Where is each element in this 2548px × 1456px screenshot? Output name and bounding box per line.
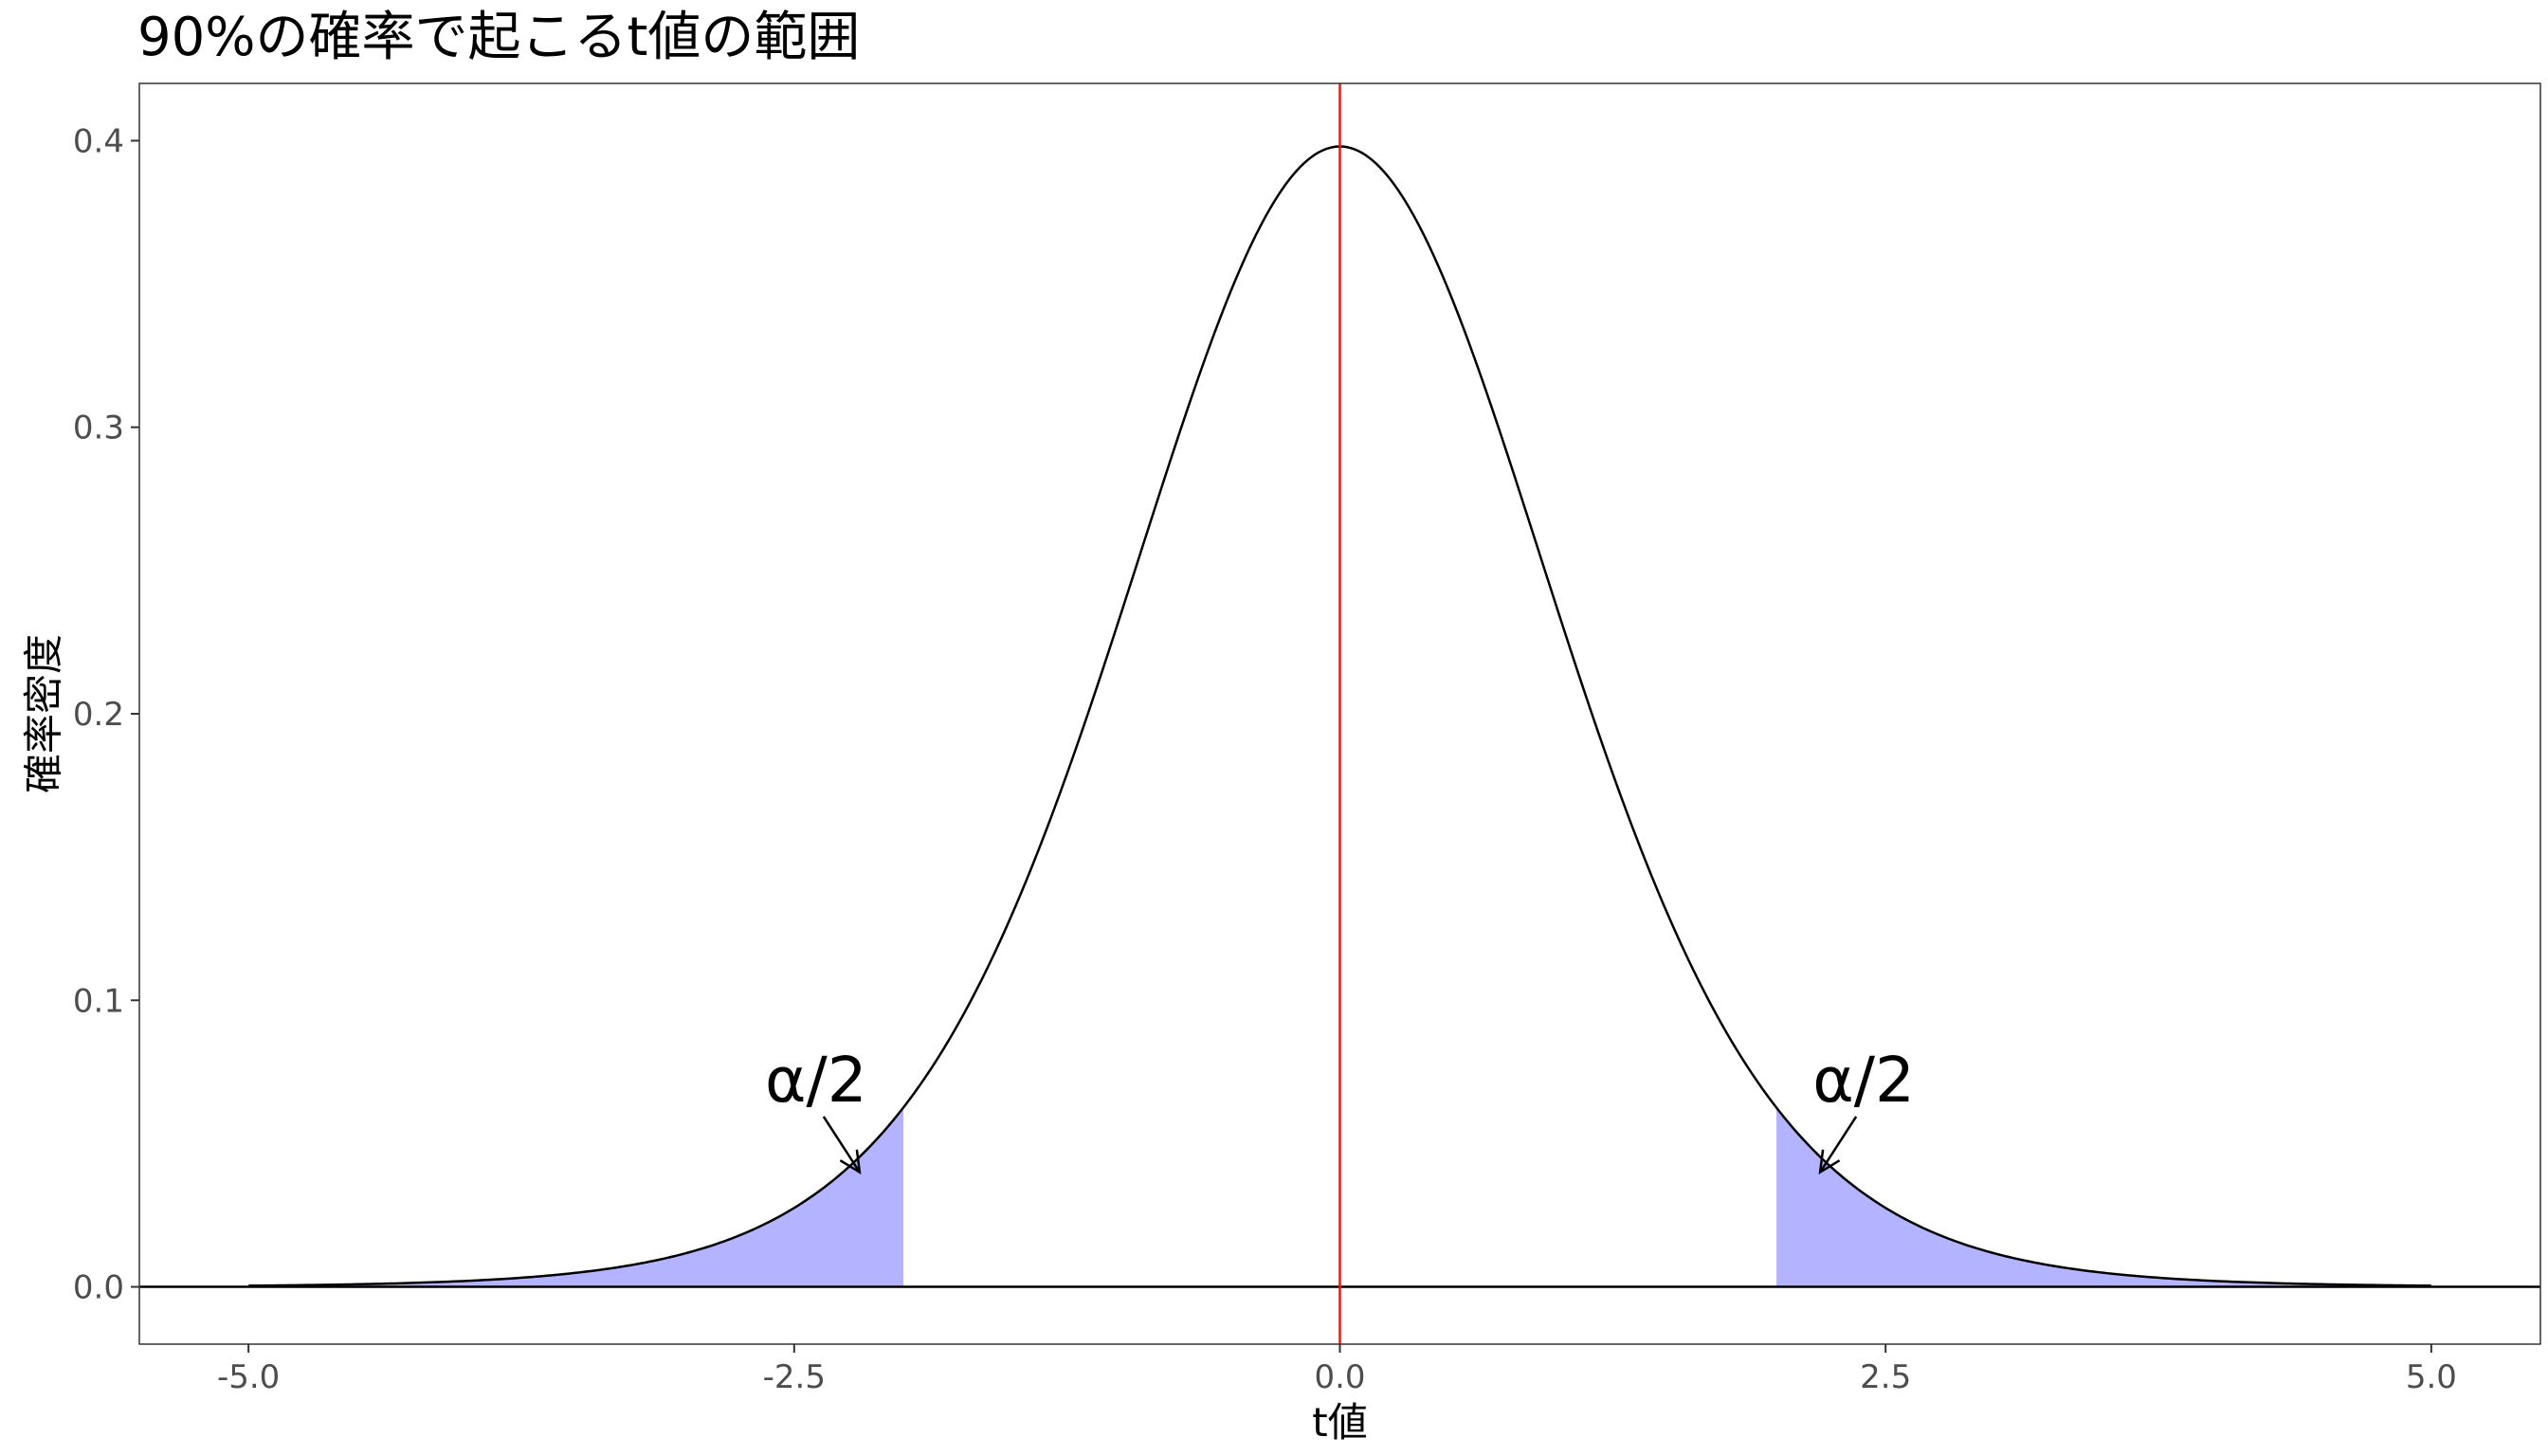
y-tick-label: 0.1 bbox=[73, 982, 124, 1020]
x-tick-label: 5.0 bbox=[2406, 1358, 2457, 1396]
annotation-arrow bbox=[1819, 1116, 1858, 1174]
y-tick-label: 0.3 bbox=[73, 410, 124, 447]
x-axis-label: t値 bbox=[1312, 1399, 1367, 1446]
y-tick-label: 0.4 bbox=[73, 122, 124, 160]
arrow-icon bbox=[1818, 1149, 1841, 1175]
x-tick-label: 0.0 bbox=[1314, 1358, 1365, 1396]
shaded-region-1 bbox=[248, 1107, 903, 1287]
y-tick-label: 0.0 bbox=[73, 1269, 124, 1307]
annotation-arrow bbox=[822, 1116, 861, 1174]
y-axis-label: 確率密度 bbox=[21, 634, 67, 793]
x-tick-label: -5.0 bbox=[217, 1358, 280, 1396]
y-tick-label: 0.2 bbox=[73, 696, 124, 734]
annotation-label: α/2 bbox=[765, 1044, 867, 1117]
chart-title: 90%の確率で起こるt値の範囲 bbox=[137, 7, 860, 68]
x-tick-label: -2.5 bbox=[763, 1358, 826, 1396]
shaded-region-2 bbox=[1776, 1107, 2431, 1287]
x-tick-label: 2.5 bbox=[1860, 1358, 1911, 1396]
plot-area: 0.0 0.1 0.2 0.3 0.4 -5.0 -2.5 0.0 2.5 5.0 α/2 α/2 bbox=[73, 82, 2541, 1396]
annotation-label: α/2 bbox=[1812, 1044, 1915, 1117]
arrow-icon bbox=[839, 1149, 862, 1175]
